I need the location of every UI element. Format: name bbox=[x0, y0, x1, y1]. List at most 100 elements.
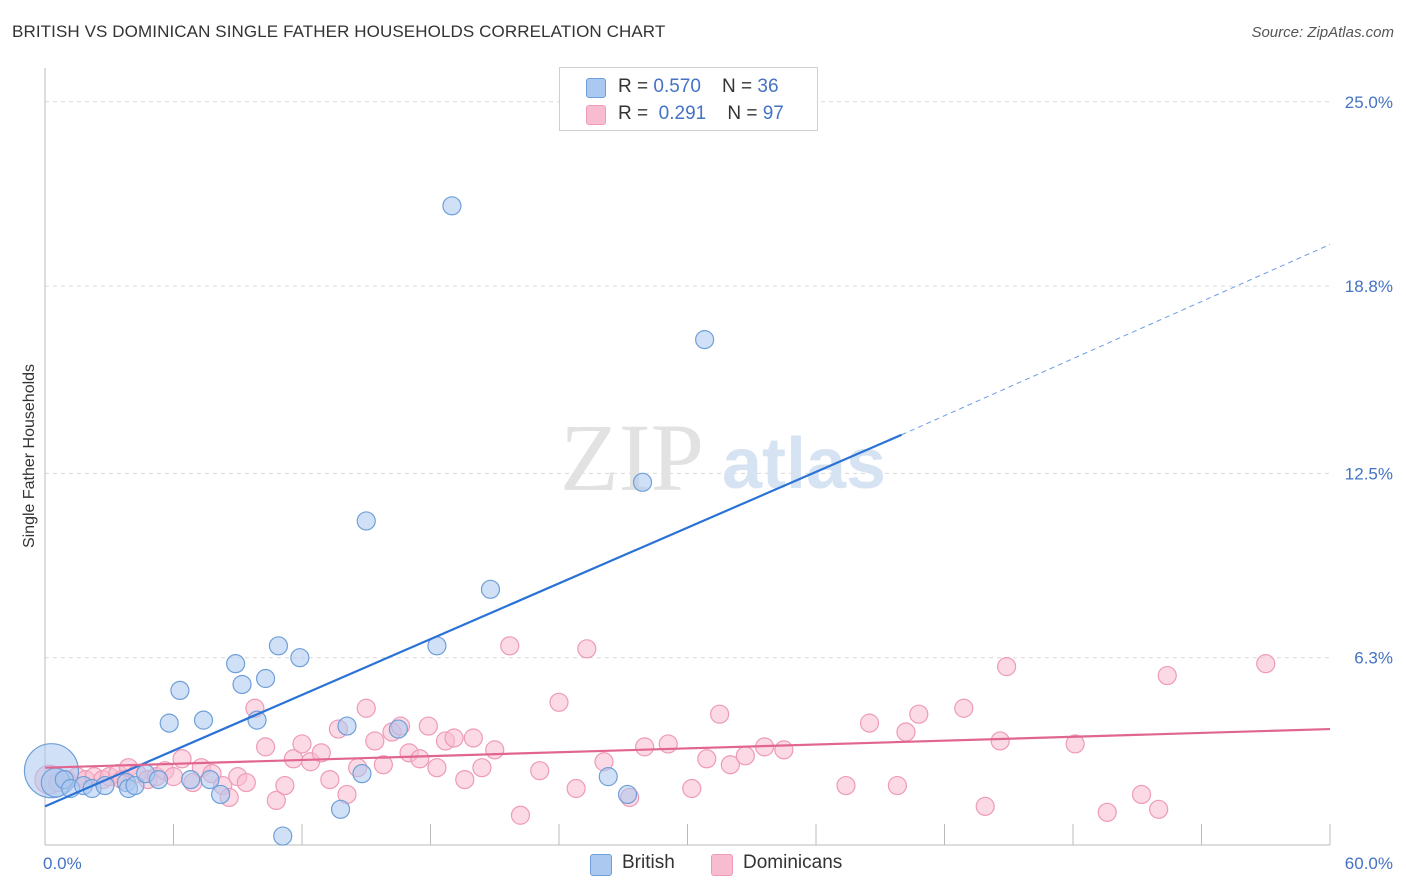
british-point-24 bbox=[290, 648, 310, 668]
y-tick-label-1: 12.5% bbox=[1345, 464, 1393, 483]
regression-lines bbox=[44, 244, 1331, 808]
british-points bbox=[23, 196, 715, 846]
dominican-r-value: 0.291 bbox=[658, 103, 707, 124]
british-r-label: R = bbox=[618, 76, 654, 97]
bottom-british-label: British bbox=[622, 852, 675, 873]
y-tick-label-0: 6.3% bbox=[1354, 649, 1393, 668]
dominican-point-67 bbox=[774, 740, 794, 760]
dominican-point-74 bbox=[975, 796, 995, 816]
dominican-point-81 bbox=[1157, 665, 1177, 686]
dominican-point-71 bbox=[896, 722, 916, 742]
dominican-point-53 bbox=[530, 761, 550, 781]
bottom-dominican-swatch bbox=[711, 854, 733, 876]
british-r-value: 0.570 bbox=[653, 76, 701, 97]
dominican-point-49 bbox=[472, 758, 492, 778]
dominican-point-79 bbox=[1131, 784, 1152, 805]
dominican-point-47 bbox=[455, 769, 475, 790]
dominican-point-38 bbox=[373, 755, 393, 775]
british-point-23 bbox=[273, 826, 293, 846]
dominican-point-31 bbox=[311, 743, 331, 763]
grid-lines bbox=[45, 101, 1330, 659]
dominican-point-29 bbox=[292, 734, 312, 754]
dominican-point-64 bbox=[720, 755, 740, 775]
dominican-n-label: N = bbox=[727, 103, 763, 124]
dominican-point-72 bbox=[909, 704, 929, 724]
chart-source: Source: ZipAtlas.com bbox=[1251, 24, 1394, 41]
dominican-regression-line bbox=[44, 727, 1331, 769]
british-point-33 bbox=[598, 767, 618, 787]
dominican-swatch bbox=[586, 105, 606, 125]
dominican-point-50 bbox=[485, 740, 505, 760]
british-point-31 bbox=[442, 196, 462, 216]
dominican-point-61 bbox=[682, 778, 702, 799]
dominican-point-36 bbox=[356, 698, 376, 718]
british-point-32 bbox=[480, 579, 501, 599]
dominican-point-63 bbox=[710, 704, 730, 724]
dominican-point-80 bbox=[1149, 799, 1169, 819]
british-point-26 bbox=[337, 716, 357, 736]
british-point-11 bbox=[148, 769, 169, 790]
dominican-point-46 bbox=[444, 728, 464, 748]
dominican-point-73 bbox=[954, 698, 974, 718]
dominican-point-68 bbox=[836, 775, 856, 796]
british-regression-extension bbox=[901, 244, 1331, 436]
british-point-34 bbox=[617, 784, 638, 805]
british-point-35 bbox=[632, 472, 653, 492]
british-point-15 bbox=[193, 710, 214, 730]
dominican-point-37 bbox=[365, 731, 385, 751]
axes bbox=[44, 68, 1331, 846]
dominican-point-55 bbox=[566, 778, 586, 799]
british-n-label: N = bbox=[722, 76, 758, 97]
british-point-25 bbox=[330, 799, 351, 819]
tick-labels: 6.3% 12.5% 18.8% 25.0% 0.0% 60.0% bbox=[43, 93, 1393, 873]
dominican-r-label: R = bbox=[618, 103, 654, 124]
dominican-point-59 bbox=[635, 737, 655, 757]
watermark: ZIP atlas bbox=[560, 404, 886, 511]
dominican-point-44 bbox=[427, 758, 447, 778]
dominican-point-75 bbox=[990, 731, 1010, 751]
dominican-point-54 bbox=[549, 692, 569, 712]
british-n-value: 36 bbox=[757, 76, 779, 97]
dominican-point-69 bbox=[859, 713, 880, 733]
dominican-point-56 bbox=[577, 639, 597, 659]
x-tick-label-start: 0.0% bbox=[43, 854, 82, 873]
british-point-21 bbox=[255, 668, 276, 689]
correlation-legend: R = 0.570 N = 36 R = 0.291 N = 97 bbox=[559, 67, 818, 131]
british-point-28 bbox=[356, 511, 376, 531]
bottom-british-swatch bbox=[590, 854, 612, 876]
dominican-point-62 bbox=[697, 749, 717, 769]
british-point-9 bbox=[125, 775, 145, 796]
watermark-atlas: atlas bbox=[722, 424, 886, 504]
x-tick-label-end: 60.0% bbox=[1345, 854, 1393, 873]
british-point-14 bbox=[181, 769, 201, 790]
british-point-12 bbox=[159, 713, 179, 733]
dominican-point-25 bbox=[255, 737, 276, 757]
british-point-17 bbox=[211, 784, 231, 805]
british-point-19 bbox=[232, 674, 252, 695]
british-point-16 bbox=[200, 769, 220, 790]
dominican-point-32 bbox=[320, 769, 340, 790]
watermark-zip: ZIP bbox=[560, 404, 704, 511]
dominican-point-48 bbox=[463, 728, 483, 748]
dominican-point-43 bbox=[418, 716, 438, 736]
british-swatch bbox=[586, 78, 606, 98]
british-point-36 bbox=[695, 330, 715, 350]
british-point-6 bbox=[95, 775, 115, 796]
chart-title: BRITISH VS DOMINICAN SINGLE FATHER HOUSE… bbox=[12, 22, 666, 41]
dominican-point-65 bbox=[735, 746, 755, 766]
y-tick-label-3: 25.0% bbox=[1345, 93, 1393, 112]
dominican-point-82 bbox=[1256, 654, 1276, 674]
dominican-point-23 bbox=[236, 772, 256, 793]
british-point-29 bbox=[388, 719, 408, 739]
dominican-point-26 bbox=[266, 790, 286, 811]
y-tick-label-2: 18.8% bbox=[1345, 277, 1393, 296]
dominican-point-16 bbox=[172, 749, 192, 769]
dominican-point-70 bbox=[887, 775, 907, 796]
dominican-point-51 bbox=[500, 636, 520, 656]
dominican-point-76 bbox=[997, 657, 1017, 677]
bottom-dominican-label: Dominicans bbox=[743, 852, 843, 873]
dominican-n-value: 97 bbox=[762, 103, 784, 124]
british-point-22 bbox=[268, 636, 289, 656]
dominican-point-78 bbox=[1097, 802, 1117, 822]
